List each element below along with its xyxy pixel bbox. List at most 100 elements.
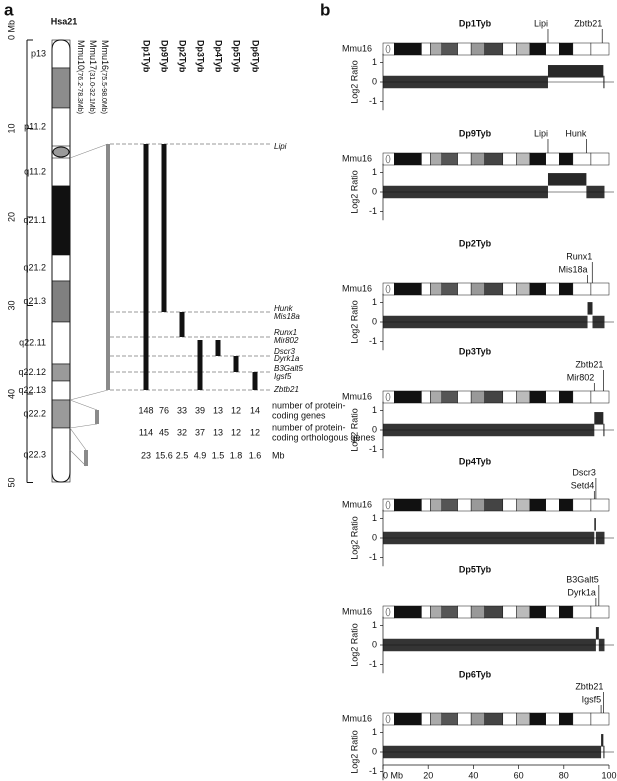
chromosome-band <box>559 152 574 166</box>
chromosome-band <box>394 390 422 404</box>
y-tick-label: 1 <box>372 513 377 523</box>
gene-label: Lipi <box>274 142 287 151</box>
mouse-region-label: Mmu16(75.5-98.0Mb) <box>100 40 110 114</box>
table-value: 2.5 <box>176 450 189 460</box>
chromosome-band <box>545 390 560 404</box>
chromosome-band <box>484 282 504 296</box>
gene-label: B3Galt5 <box>566 574 599 584</box>
table-value: 39 <box>195 405 205 415</box>
band <box>51 427 71 483</box>
region-bar <box>106 144 110 390</box>
row-label: coding genes <box>272 410 326 420</box>
chromosome-band <box>484 390 504 404</box>
chromosome-band <box>421 712 431 726</box>
chromosome-band <box>572 282 592 296</box>
gene-label: Setd4 <box>571 480 595 490</box>
chromosome-band <box>545 42 560 56</box>
table-value: 45 <box>159 427 169 437</box>
plot-title: Dp5Tyb <box>459 564 492 574</box>
axis-tick-label: 30 <box>6 300 16 310</box>
chromosome-band <box>394 498 422 512</box>
chromosome-title: Hsa21 <box>51 16 78 26</box>
duplication-label: Dp6Tyb <box>251 40 261 73</box>
gene-label: Hunk <box>565 128 587 138</box>
region-name: Mmu16 <box>100 40 110 70</box>
log2-ratio-band <box>383 531 595 545</box>
y-tick-label: -1 <box>369 659 377 669</box>
row-label: coding orthologous genes <box>272 432 376 442</box>
log2-ratio-band <box>603 75 605 89</box>
chromosome-band <box>590 42 610 56</box>
chromosome-band <box>516 390 531 404</box>
panel-label: a <box>4 0 14 19</box>
duplication-band <box>547 173 587 186</box>
chromosome-band <box>394 712 422 726</box>
y-tick-label: -1 <box>369 96 377 106</box>
band <box>51 107 71 147</box>
y-tick-label: 1 <box>372 405 377 415</box>
row-label: number of protein- <box>272 400 346 410</box>
gene-label: Mir802 <box>567 372 595 382</box>
chromosome-band <box>572 390 592 404</box>
chromosome-band <box>516 712 531 726</box>
y-axis-label: Log2 Ratio <box>349 408 359 452</box>
band-label: p11.2 <box>24 121 46 131</box>
duplication-bar <box>252 372 258 390</box>
duplication-bar <box>233 356 239 372</box>
log2-ratio-band <box>383 745 602 759</box>
axis-tick-label: 0 Mb <box>6 20 16 40</box>
chromosome-band <box>394 282 422 296</box>
region-range: (76.2-78.3Mb) <box>76 70 83 114</box>
y-axis-label: Log2 Ratio <box>349 300 359 344</box>
chromosome-band <box>559 498 574 512</box>
chromosome-band <box>484 605 504 619</box>
centromere <box>52 146 70 158</box>
connector <box>69 423 98 429</box>
duplication-label: Dp1Tyb <box>142 40 152 73</box>
log2-ratio-band <box>598 638 605 652</box>
chromosome-band <box>545 712 560 726</box>
gene-label: B3Galt5 <box>274 364 303 373</box>
duplication-bar <box>143 144 149 390</box>
plot-title: Dp2Tyb <box>459 238 492 248</box>
table-value: 114 <box>139 427 153 437</box>
chromosome-band <box>457 605 472 619</box>
panel-label: b <box>320 0 330 19</box>
chromosome-band <box>470 390 485 404</box>
y-tick-label: -1 <box>369 552 377 562</box>
chromosome-label: Mmu16 <box>342 713 372 723</box>
table-value: 12 <box>231 427 241 437</box>
chromosome-band <box>529 42 546 56</box>
chromosome-band <box>441 605 458 619</box>
chromosome-band <box>457 498 472 512</box>
chromosome-label: Mmu16 <box>342 283 372 293</box>
log2-ratio-band <box>586 185 605 199</box>
table-value: 15.6 <box>155 450 173 460</box>
chromosome-band <box>590 498 610 512</box>
chromosome-band <box>484 712 504 726</box>
duplication-label: Dp5Tyb <box>232 40 242 73</box>
band <box>51 157 71 187</box>
axis-tick-label: 50 <box>6 477 16 487</box>
band-label: q22.3 <box>23 449 46 459</box>
chromosome-outline <box>51 39 71 483</box>
table-value: 32 <box>177 427 187 437</box>
chromosome-band <box>457 712 472 726</box>
plot-title: Dp9Tyb <box>459 128 492 138</box>
chromosome-band <box>421 390 431 404</box>
duplication-label: Dp3Tyb <box>196 40 206 73</box>
duplication-band <box>587 302 593 315</box>
gene-label: Runx1 <box>566 251 592 261</box>
band <box>51 185 71 256</box>
gene-label: Zbtb21 <box>273 385 299 394</box>
duplication-label: Dp2Tyb <box>178 40 188 73</box>
row-label: Mb <box>272 450 285 460</box>
chromosome-band <box>502 152 517 166</box>
chromosome-band <box>529 605 546 619</box>
chromosome-band <box>502 390 517 404</box>
x-tick-label: 40 <box>468 770 478 780</box>
duplication-bar <box>215 340 221 356</box>
chromosome-label: Mmu16 <box>342 606 372 616</box>
log2-ratio-band <box>595 531 605 545</box>
duplication-band <box>601 734 604 747</box>
